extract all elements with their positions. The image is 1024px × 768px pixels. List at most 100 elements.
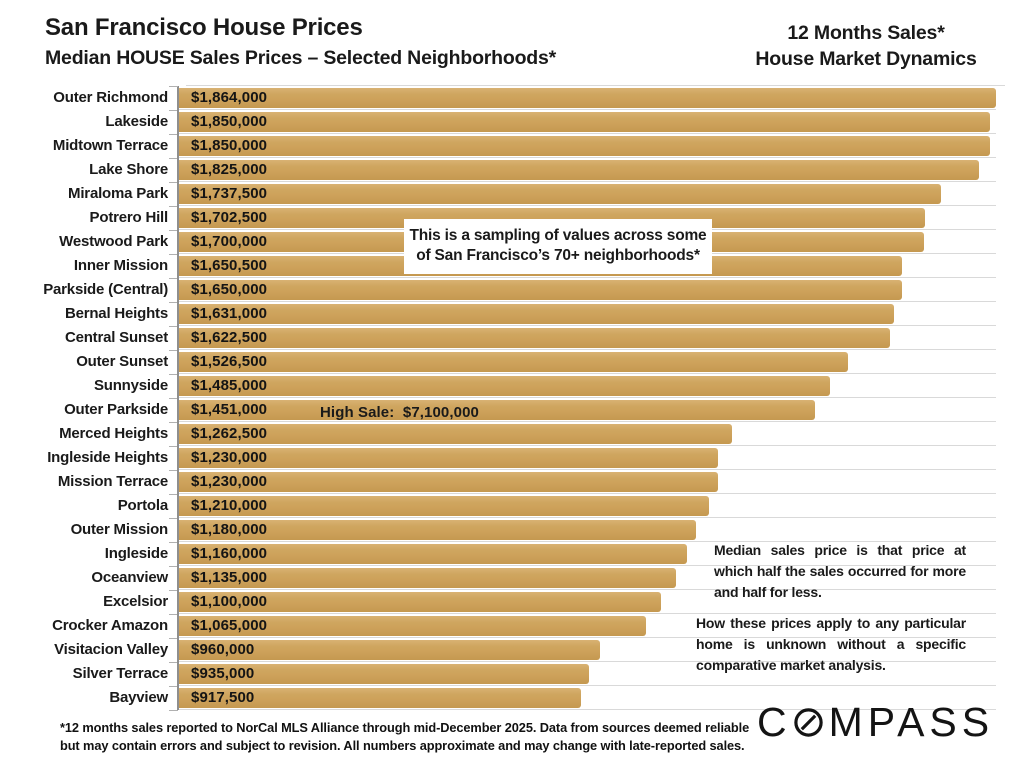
bar-track: $1,631,000 <box>169 302 996 327</box>
bar-track: $917,500 <box>169 686 996 711</box>
bar-track: $1,850,000 <box>169 134 996 159</box>
bar-track: $960,000 <box>169 638 996 663</box>
price-value-label: $1,825,000 <box>191 161 268 178</box>
header-right-line1: 12 Months Sales* <box>787 22 945 44</box>
bar-track: $935,000 <box>169 662 996 687</box>
price-bar: $1,864,000 <box>179 88 996 108</box>
chart-row: Portola $1,210,000 <box>0 494 996 519</box>
bar-track: $1,485,000 <box>169 374 996 399</box>
bar-track: $1,210,000 <box>169 494 996 519</box>
neighborhood-label: Outer Sunset <box>76 353 168 370</box>
chart-row: Midtown Terrace $1,850,000 <box>0 134 996 159</box>
neighborhood-label: Mission Terrace <box>57 473 168 490</box>
bar-track: $1,622,500 <box>169 326 996 351</box>
price-value-label: $1,180,000 <box>191 521 268 538</box>
compass-needle-icon <box>793 708 823 737</box>
bar-track: $1,160,000 <box>169 542 996 567</box>
bar-track: $1,737,500 <box>169 182 996 207</box>
bar-track: $1,864,000 <box>169 86 996 111</box>
bar-track: $1,702,500 <box>169 206 996 231</box>
neighborhood-label: Bernal Heights <box>64 305 168 322</box>
sampling-note: This is a sampling of values across some… <box>404 219 712 274</box>
chart-row: Potrero Hill $1,702,500 <box>0 206 996 231</box>
neighborhood-label: Merced Heights <box>59 425 168 442</box>
sampling-note-line1: This is a sampling of values across some <box>409 227 707 244</box>
market-analysis-note: How these prices apply to any particular… <box>696 615 966 673</box>
chart-row: Central Sunset $1,622,500 <box>0 326 996 351</box>
price-value-label: $1,650,000 <box>191 281 268 298</box>
price-bar: $1,262,500 <box>179 424 733 444</box>
bar-track: $1,230,000 <box>169 470 996 495</box>
neighborhood-label: Inner Mission <box>73 257 168 274</box>
price-value-label: $1,622,500 <box>191 329 268 346</box>
neighborhood-label: Westwood Park <box>59 233 168 250</box>
chart-row: Outer Sunset $1,526,500 <box>0 350 996 375</box>
bar-chart: Outer Richmond $1,864,000 Lakeside $1,85… <box>0 86 996 711</box>
chart-row: Lake Shore $1,825,000 <box>0 158 996 183</box>
bar-track: $1,100,000 <box>169 590 996 615</box>
compass-logo-text-mpass: MPASS <box>828 699 995 745</box>
neighborhood-label: Bayview <box>109 689 168 706</box>
price-value-label: $1,526,500 <box>191 353 268 370</box>
chart-row: Oceanview $1,135,000 <box>0 566 996 591</box>
price-bar: $1,850,000 <box>179 112 990 132</box>
chart-row: Silver Terrace $935,000 <box>0 662 996 687</box>
median-definition-note: Median sales price is that price at whic… <box>714 542 966 600</box>
price-value-label: $1,230,000 <box>191 449 268 466</box>
chart-row: Outer Mission $1,180,000 <box>0 518 996 543</box>
price-value-label: $1,210,000 <box>191 497 268 514</box>
price-bar: $1,485,000 <box>179 376 830 396</box>
chart-row: Mission Terrace $1,230,000 <box>0 470 996 495</box>
neighborhood-label: Parkside (Central) <box>43 281 168 298</box>
neighborhood-label: Miraloma Park <box>68 185 168 202</box>
bar-track: $1,135,000 <box>169 566 996 591</box>
price-bar: $1,526,500 <box>179 352 849 372</box>
price-bar: $1,100,000 <box>179 592 662 612</box>
price-bar: $1,737,500 <box>179 184 941 204</box>
price-value-label: $1,065,000 <box>191 617 268 634</box>
chart-row: Outer Parkside $1,451,000 <box>0 398 996 423</box>
neighborhood-label: Crocker Amazon <box>52 617 168 634</box>
bar-track: $1,451,000 <box>169 398 996 423</box>
neighborhood-label: Central Sunset <box>64 329 168 346</box>
compass-logo-text-c: C <box>757 699 792 745</box>
neighborhood-label: Outer Richmond <box>53 89 168 106</box>
price-bar: $935,000 <box>179 664 589 684</box>
price-value-label: $1,850,000 <box>191 113 268 130</box>
neighborhood-label: Sunnyside <box>93 377 168 394</box>
price-bar: $1,631,000 <box>179 304 894 324</box>
page-title: San Francisco House Prices <box>45 14 363 41</box>
neighborhood-label: Midtown Terrace <box>52 137 168 154</box>
price-value-label: $1,160,000 <box>191 545 268 562</box>
neighborhood-label: Outer Mission <box>70 521 169 538</box>
price-value-label: $1,262,500 <box>191 425 268 442</box>
chart-row: Ingleside Heights $1,230,000 <box>0 446 996 471</box>
neighborhood-label: Ingleside <box>104 545 168 562</box>
price-value-label: $1,650,500 <box>191 257 268 274</box>
neighborhood-label: Silver Terrace <box>72 665 169 682</box>
chart-row: Miraloma Park $1,737,500 <box>0 182 996 207</box>
price-bar: $1,825,000 <box>179 160 979 180</box>
bar-track: $1,262,500 <box>169 422 996 447</box>
price-bar: $1,702,500 <box>179 208 926 228</box>
price-value-label: $960,000 <box>191 641 255 658</box>
footnote-line1: *12 months sales reported to NorCal MLS … <box>60 720 750 735</box>
header-right: 12 Months Sales* House Market Dynamics <box>735 20 997 72</box>
price-bar: $1,230,000 <box>179 472 719 492</box>
neighborhood-label: Outer Parkside <box>64 401 168 418</box>
header-right-line2: House Market Dynamics <box>755 48 977 70</box>
chart-row: Ingleside $1,160,000 <box>0 542 996 567</box>
chart-row: Sunnyside $1,485,000 <box>0 374 996 399</box>
neighborhood-label: Portola <box>117 497 168 514</box>
price-value-label: $935,000 <box>191 665 255 682</box>
neighborhood-label: Oceanview <box>91 569 168 586</box>
bar-track: $1,230,000 <box>169 446 996 471</box>
footnote-line2: but may contain errors and subject to re… <box>60 737 745 753</box>
neighborhood-label: Lakeside <box>105 113 168 130</box>
sampling-note-line2: of San Francisco’s 70+ neighborhoods* <box>416 247 700 264</box>
chart-row: Parkside (Central) $1,650,000 <box>0 278 996 303</box>
price-bar: $1,065,000 <box>179 616 646 636</box>
neighborhood-label: Visitacion Valley <box>54 641 168 658</box>
bar-track: $1,850,000 <box>169 110 996 135</box>
